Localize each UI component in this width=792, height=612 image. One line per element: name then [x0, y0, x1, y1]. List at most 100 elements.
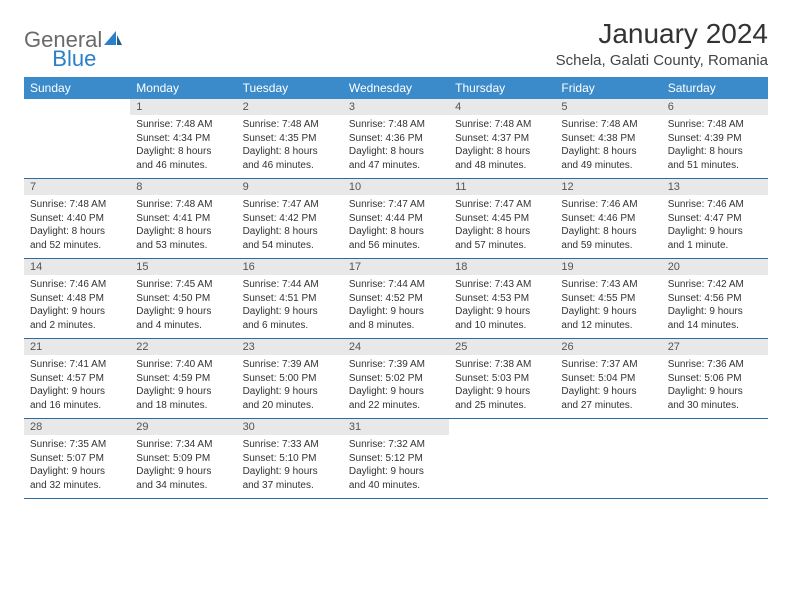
day-cell: Sunrise: 7:48 AMSunset: 4:40 PMDaylight:…: [24, 195, 130, 259]
day-number: 8: [130, 179, 236, 196]
daylight-line2: and 56 minutes.: [349, 239, 443, 253]
daylight-line2: and 2 minutes.: [30, 319, 124, 333]
day-cell: Sunrise: 7:42 AMSunset: 4:56 PMDaylight:…: [662, 275, 768, 339]
day-number: 29: [130, 419, 236, 436]
data-row: Sunrise: 7:41 AMSunset: 4:57 PMDaylight:…: [24, 355, 768, 419]
sunset: Sunset: 4:59 PM: [136, 372, 230, 386]
day-number: 30: [237, 419, 343, 436]
sunset: Sunset: 4:38 PM: [561, 132, 655, 146]
day-cell: Sunrise: 7:48 AMSunset: 4:39 PMDaylight:…: [662, 115, 768, 179]
daylight-line1: Daylight: 9 hours: [561, 385, 655, 399]
month-title: January 2024: [556, 18, 768, 50]
day-cell: Sunrise: 7:48 AMSunset: 4:36 PMDaylight:…: [343, 115, 449, 179]
sunset: Sunset: 4:47 PM: [668, 212, 762, 226]
daylight-line2: and 52 minutes.: [30, 239, 124, 253]
daynum-row: 14151617181920: [24, 259, 768, 276]
daylight-line2: and 4 minutes.: [136, 319, 230, 333]
sunset: Sunset: 5:12 PM: [349, 452, 443, 466]
day-cell: Sunrise: 7:37 AMSunset: 5:04 PMDaylight:…: [555, 355, 661, 419]
day-cell: Sunrise: 7:46 AMSunset: 4:46 PMDaylight:…: [555, 195, 661, 259]
day-number: 26: [555, 339, 661, 356]
sunrise: Sunrise: 7:32 AM: [349, 438, 443, 452]
day-number: [555, 419, 661, 436]
day-number: 27: [662, 339, 768, 356]
day-number: 28: [24, 419, 130, 436]
sunset: Sunset: 5:03 PM: [455, 372, 549, 386]
sunrise: Sunrise: 7:48 AM: [561, 118, 655, 132]
day-number: 10: [343, 179, 449, 196]
daylight-line2: and 59 minutes.: [561, 239, 655, 253]
dh-sun: Sunday: [24, 77, 130, 99]
daylight-line1: Daylight: 8 hours: [561, 145, 655, 159]
daylight-line2: and 37 minutes.: [243, 479, 337, 493]
day-number: 13: [662, 179, 768, 196]
daylight-line2: and 18 minutes.: [136, 399, 230, 413]
sunrise: Sunrise: 7:46 AM: [668, 198, 762, 212]
daynum-row: 78910111213: [24, 179, 768, 196]
calendar-page: General Blue January 2024 Schela, Galati…: [0, 0, 792, 517]
day-cell: Sunrise: 7:45 AMSunset: 4:50 PMDaylight:…: [130, 275, 236, 339]
day-number: [449, 419, 555, 436]
day-number: 12: [555, 179, 661, 196]
sunset: Sunset: 4:48 PM: [30, 292, 124, 306]
daylight-line1: Daylight: 8 hours: [349, 225, 443, 239]
daylight-line2: and 30 minutes.: [668, 399, 762, 413]
daylight-line2: and 12 minutes.: [561, 319, 655, 333]
sunrise: Sunrise: 7:47 AM: [455, 198, 549, 212]
day-cell: Sunrise: 7:39 AMSunset: 5:00 PMDaylight:…: [237, 355, 343, 419]
day-number: 2: [237, 99, 343, 115]
data-row: Sunrise: 7:48 AMSunset: 4:40 PMDaylight:…: [24, 195, 768, 259]
daylight-line1: Daylight: 9 hours: [30, 465, 124, 479]
daylight-line2: and 14 minutes.: [668, 319, 762, 333]
day-cell: Sunrise: 7:48 AMSunset: 4:34 PMDaylight:…: [130, 115, 236, 179]
data-row: Sunrise: 7:48 AMSunset: 4:34 PMDaylight:…: [24, 115, 768, 179]
sunrise: Sunrise: 7:44 AM: [243, 278, 337, 292]
daylight-line2: and 54 minutes.: [243, 239, 337, 253]
sunset: Sunset: 4:35 PM: [243, 132, 337, 146]
day-number: 5: [555, 99, 661, 115]
daylight-line1: Daylight: 9 hours: [136, 385, 230, 399]
daylight-line1: Daylight: 9 hours: [136, 465, 230, 479]
daylight-line1: Daylight: 9 hours: [668, 305, 762, 319]
daylight-line1: Daylight: 9 hours: [349, 305, 443, 319]
day-cell: Sunrise: 7:34 AMSunset: 5:09 PMDaylight:…: [130, 435, 236, 499]
day-number: 25: [449, 339, 555, 356]
daylight-line2: and 40 minutes.: [349, 479, 443, 493]
daylight-line1: Daylight: 8 hours: [30, 225, 124, 239]
day-number: 4: [449, 99, 555, 115]
daylight-line2: and 46 minutes.: [243, 159, 337, 173]
day-number: 20: [662, 259, 768, 276]
day-number: 19: [555, 259, 661, 276]
sunrise: Sunrise: 7:36 AM: [668, 358, 762, 372]
daylight-line2: and 47 minutes.: [349, 159, 443, 173]
sunrise: Sunrise: 7:43 AM: [455, 278, 549, 292]
daylight-line1: Daylight: 8 hours: [349, 145, 443, 159]
sunrise: Sunrise: 7:48 AM: [668, 118, 762, 132]
dh-mon: Monday: [130, 77, 236, 99]
day-number: 15: [130, 259, 236, 276]
daylight-line2: and 16 minutes.: [30, 399, 124, 413]
daylight-line1: Daylight: 9 hours: [243, 465, 337, 479]
day-cell: Sunrise: 7:46 AMSunset: 4:48 PMDaylight:…: [24, 275, 130, 339]
day-number: [662, 419, 768, 436]
daylight-line2: and 6 minutes.: [243, 319, 337, 333]
sunset: Sunset: 5:00 PM: [243, 372, 337, 386]
sunrise: Sunrise: 7:46 AM: [30, 278, 124, 292]
day-cell: Sunrise: 7:48 AMSunset: 4:41 PMDaylight:…: [130, 195, 236, 259]
daylight-line1: Daylight: 9 hours: [243, 305, 337, 319]
day-number: [24, 99, 130, 115]
day-cell: Sunrise: 7:40 AMSunset: 4:59 PMDaylight:…: [130, 355, 236, 419]
day-number: 1: [130, 99, 236, 115]
daylight-line2: and 32 minutes.: [30, 479, 124, 493]
dh-sat: Saturday: [662, 77, 768, 99]
day-cell: Sunrise: 7:48 AMSunset: 4:35 PMDaylight:…: [237, 115, 343, 179]
sunset: Sunset: 4:40 PM: [30, 212, 124, 226]
sunrise: Sunrise: 7:43 AM: [561, 278, 655, 292]
day-cell: Sunrise: 7:48 AMSunset: 4:38 PMDaylight:…: [555, 115, 661, 179]
daylight-line2: and 8 minutes.: [349, 319, 443, 333]
day-cell: [449, 435, 555, 499]
daylight-line2: and 46 minutes.: [136, 159, 230, 173]
sunset: Sunset: 4:57 PM: [30, 372, 124, 386]
daylight-line1: Daylight: 8 hours: [455, 145, 549, 159]
daylight-line2: and 10 minutes.: [455, 319, 549, 333]
